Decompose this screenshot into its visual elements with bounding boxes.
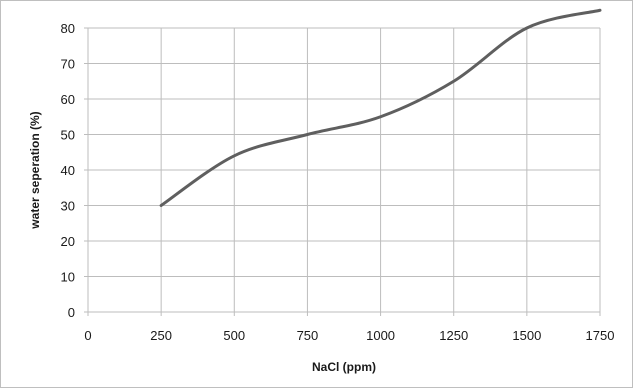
x-tick-label: 750 bbox=[297, 328, 319, 343]
x-tick-label: 500 bbox=[223, 328, 245, 343]
series-layer bbox=[159, 8, 602, 207]
x-tick-label: 1000 bbox=[366, 328, 395, 343]
y-tick-label: 10 bbox=[61, 270, 75, 285]
grid bbox=[84, 27, 601, 316]
x-tick-label: 0 bbox=[84, 328, 91, 343]
y-axis-title: water seperation (%) bbox=[28, 111, 42, 229]
y-tick-label: 70 bbox=[61, 57, 75, 72]
x-tick-label: 1750 bbox=[586, 328, 615, 343]
y-tick-label: 0 bbox=[68, 305, 75, 320]
y-tick-label: 60 bbox=[61, 92, 75, 107]
y-tick-label: 30 bbox=[61, 199, 75, 214]
y-tick-label: 20 bbox=[61, 234, 75, 249]
x-tick-label: 1250 bbox=[439, 328, 468, 343]
x-tick-label: 250 bbox=[150, 328, 172, 343]
y-tick-label: 50 bbox=[61, 128, 75, 143]
y-axis: 0 10 20 30 40 50 60 70 80 bbox=[61, 21, 75, 320]
y-tick-label: 80 bbox=[61, 21, 75, 36]
x-axis: 0 250 500 750 1000 1250 1500 1750 bbox=[84, 328, 614, 343]
series-line bbox=[159, 8, 602, 207]
x-tick-label: 1500 bbox=[512, 328, 541, 343]
x-axis-title: NaCl (ppm) bbox=[312, 360, 376, 374]
plot-area bbox=[87, 28, 600, 313]
y-tick-label: 40 bbox=[61, 163, 75, 178]
